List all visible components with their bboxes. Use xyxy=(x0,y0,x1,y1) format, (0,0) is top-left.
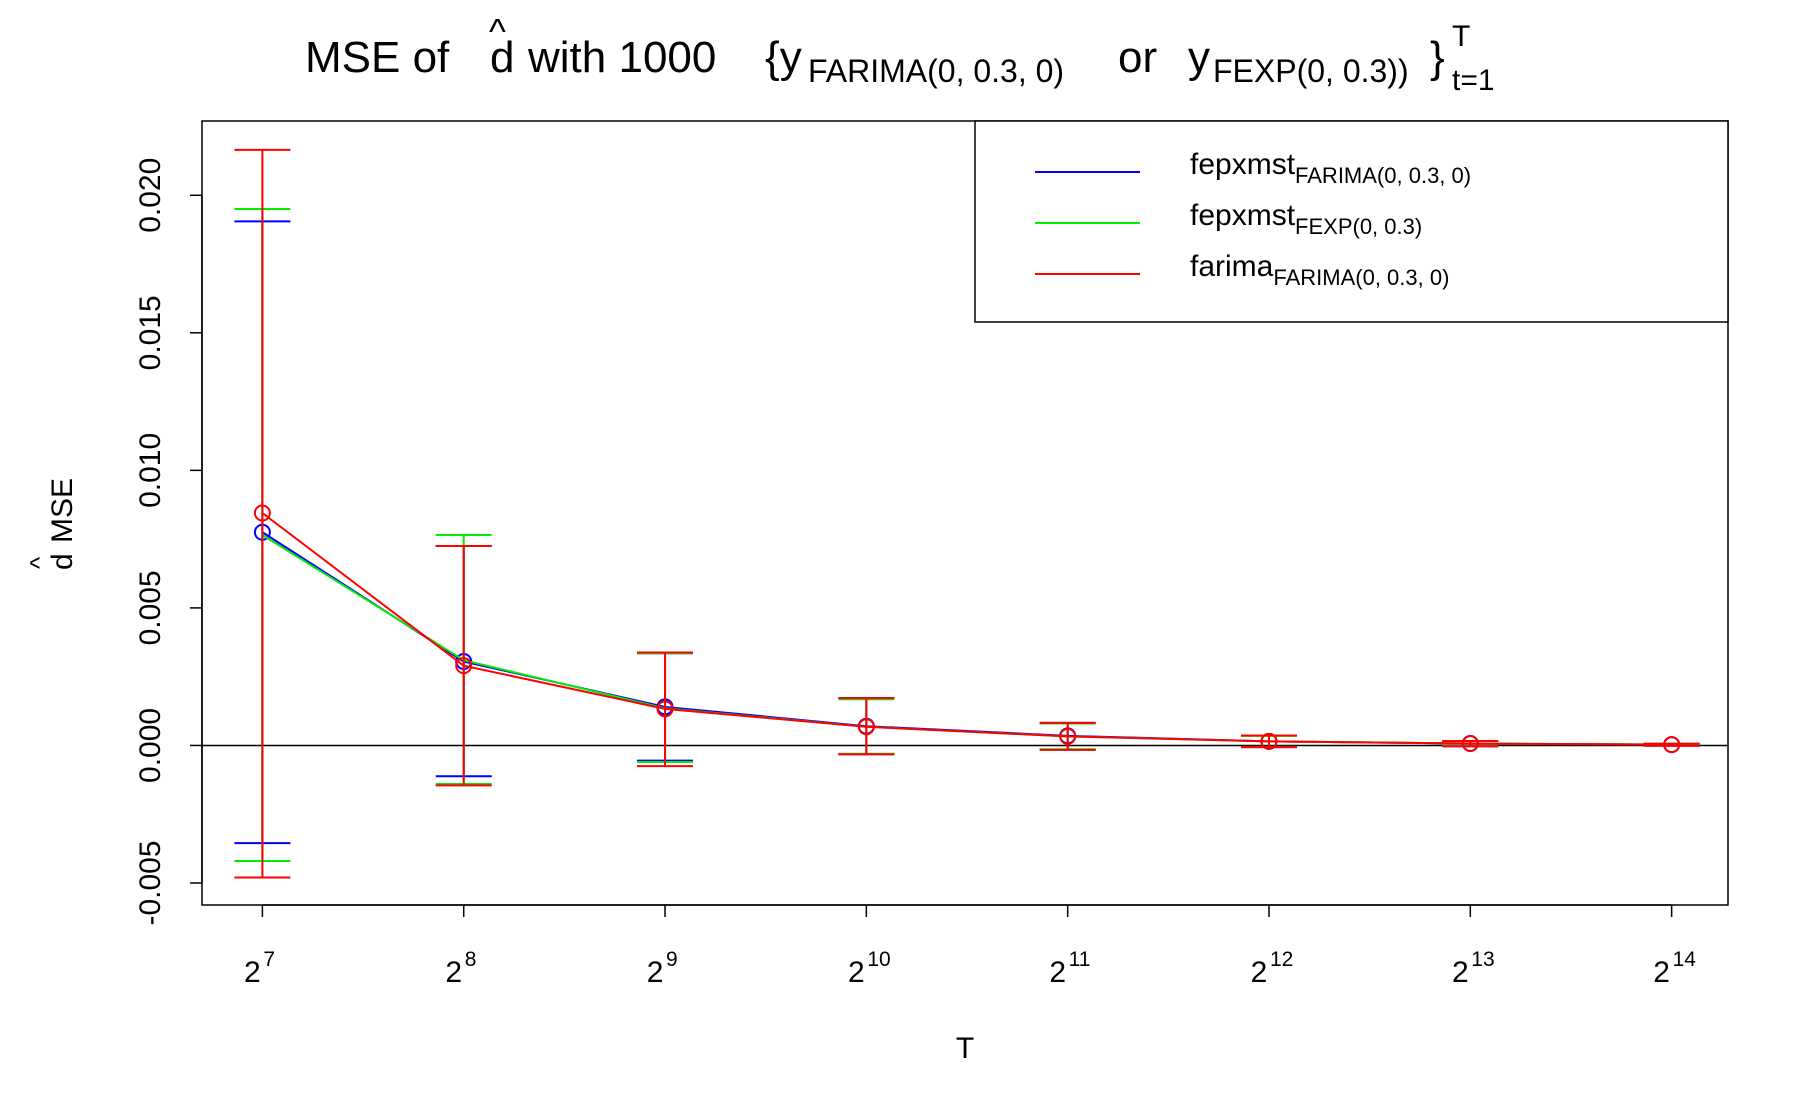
y-tick-label: 0.015 xyxy=(134,295,167,370)
series-layer xyxy=(234,148,1700,879)
series-2 xyxy=(234,148,1700,879)
x-tick-label-base: 2 xyxy=(1049,956,1066,989)
x-tick-label-base: 2 xyxy=(848,956,865,989)
title-sub1: FARIMA(0, 0.3, 0) xyxy=(808,53,1064,89)
y-tick-label: 0.010 xyxy=(134,433,167,508)
title-or: or xyxy=(1118,33,1157,82)
x-tick-label-exp: 14 xyxy=(1673,948,1697,971)
y-axis-label-hat: ^ xyxy=(24,556,54,569)
legend: fepxmstFARIMA(0, 0.3, 0) fepxmstFEXP(0, 0… xyxy=(974,120,1729,323)
x-tick-label-exp: 13 xyxy=(1471,948,1494,971)
y-tick-label: 0.000 xyxy=(134,708,167,783)
data-point xyxy=(1461,735,1479,753)
x-tick-label-exp: 9 xyxy=(666,948,678,971)
y-axis: -0.005 0.000 0.005 0.010 0.015 0.020 xyxy=(134,158,203,926)
data-point xyxy=(1663,736,1681,754)
title-y2: y xyxy=(1188,33,1210,82)
title-mid: with 1000 xyxy=(527,33,716,82)
x-axis: 2 7 2 8 2 9 2 10 2 11 2 12 2 13 2 14 xyxy=(244,904,1697,989)
data-point xyxy=(253,504,271,522)
data-point xyxy=(857,718,875,736)
chart-title: MSE of d ^ with 1000 {y FARIMA(0, 0.3, 0… xyxy=(305,11,1495,97)
title-sub3: t=1 xyxy=(1452,64,1495,97)
y-tick-label: -0.005 xyxy=(134,840,167,925)
series-line xyxy=(261,531,1672,746)
x-tick-label-exp: 8 xyxy=(465,948,477,971)
data-point xyxy=(455,657,473,675)
x-tick-label-base: 2 xyxy=(244,956,261,989)
data-point xyxy=(656,700,674,718)
y-axis-label-rest: MSE xyxy=(46,478,79,543)
x-tick-label-base: 2 xyxy=(1452,956,1469,989)
x-tick-label-base: 2 xyxy=(1653,956,1670,989)
x-axis-label: T xyxy=(956,1032,974,1065)
legend-entry-label: farimaFARIMA(0, 0.3, 0) xyxy=(1190,250,1449,290)
title-sup: T xyxy=(1452,20,1470,53)
title-pre: MSE of xyxy=(305,33,450,82)
legend-entry: farimaFARIMA(0, 0.3, 0) xyxy=(1190,250,1449,290)
legend-entry: fepxmstFARIMA(0, 0.3, 0) xyxy=(1190,148,1471,188)
y-axis-label-d: d xyxy=(46,553,79,570)
data-point xyxy=(1260,732,1278,750)
x-tick-label-base: 2 xyxy=(1251,956,1268,989)
series-line xyxy=(261,534,1672,746)
title-sub2: FEXP(0, 0.3)) xyxy=(1213,53,1409,89)
x-tick-label-exp: 11 xyxy=(1069,948,1091,971)
y-tick-label: 0.005 xyxy=(134,570,167,645)
y-axis-label: d ^ MSE xyxy=(24,478,79,570)
x-tick-label-base: 2 xyxy=(445,956,462,989)
data-point xyxy=(1059,727,1077,745)
x-tick-label-base: 2 xyxy=(647,956,664,989)
x-tick-label-exp: 10 xyxy=(867,948,890,971)
series-line xyxy=(261,512,1672,746)
legend-entry: fepxmstFEXP(0, 0.3) xyxy=(1190,199,1422,239)
x-tick-label-exp: 7 xyxy=(263,948,275,971)
x-tick-label-exp: 12 xyxy=(1270,948,1293,971)
legend-box xyxy=(974,120,1729,323)
title-close: } xyxy=(1430,33,1445,82)
title-open: {y xyxy=(765,33,802,82)
title-d: d xyxy=(490,33,514,82)
legend-entry-label: fepxmstFEXP(0, 0.3) xyxy=(1190,199,1422,239)
y-tick-label: 0.020 xyxy=(134,158,167,233)
legend-entry-label: fepxmstFARIMA(0, 0.3, 0) xyxy=(1190,148,1471,188)
title-hat: ^ xyxy=(489,11,506,52)
